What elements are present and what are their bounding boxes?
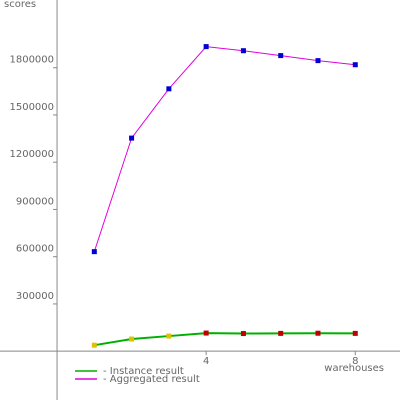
x-tick-label: 8 xyxy=(352,356,358,367)
marker xyxy=(352,62,358,68)
y-tick-label: 1200000 xyxy=(9,149,54,160)
marker xyxy=(203,44,209,50)
series-line xyxy=(93,46,356,252)
marker xyxy=(129,336,135,342)
marker xyxy=(203,330,209,336)
y-tick-label: 600000 xyxy=(16,244,54,255)
marker xyxy=(240,48,246,54)
marker xyxy=(352,330,358,336)
marker xyxy=(278,330,284,336)
marker xyxy=(129,135,135,141)
marker xyxy=(166,333,172,339)
y-tick-label: 900000 xyxy=(16,196,54,207)
series-line xyxy=(94,332,356,347)
marker xyxy=(91,342,97,348)
marker xyxy=(278,53,284,59)
x-tick-label: 4 xyxy=(203,356,209,367)
y-tick-label: 300000 xyxy=(16,291,54,302)
legend-label: - Instance result xyxy=(103,366,184,377)
legend-label: - Aggregated result xyxy=(103,374,200,385)
y-tick-label: 1500000 xyxy=(9,102,54,113)
marker xyxy=(91,249,97,255)
marker xyxy=(315,58,321,64)
marker xyxy=(240,331,246,337)
y-axis-label: scores xyxy=(4,0,36,10)
marker xyxy=(315,330,321,336)
marker xyxy=(166,86,172,92)
x-axis-label: warehouses xyxy=(324,363,384,374)
y-tick-label: 1800000 xyxy=(9,55,54,66)
